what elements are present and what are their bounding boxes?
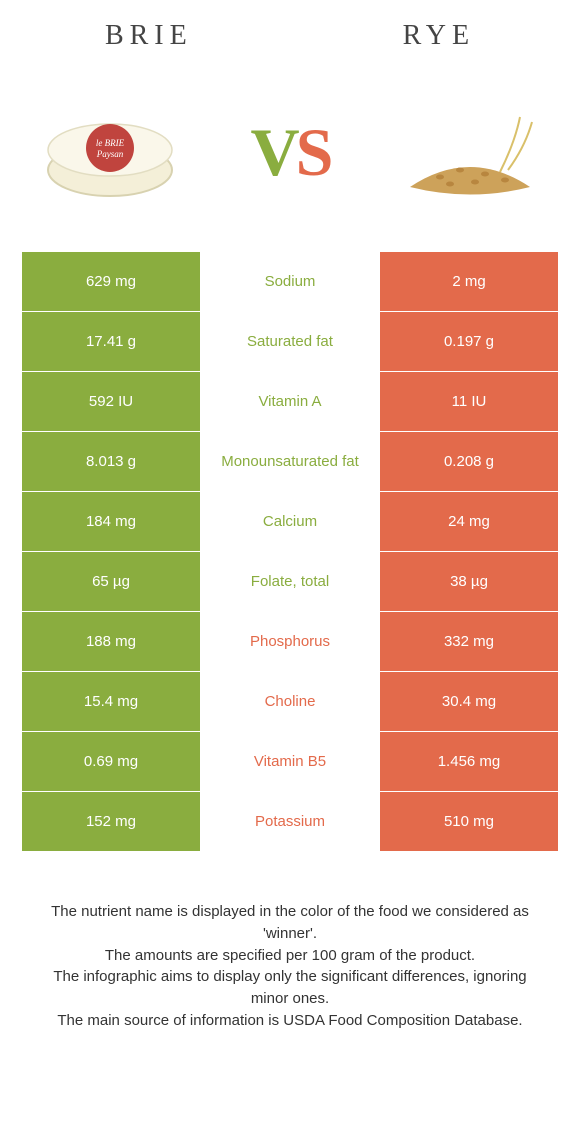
footer-line: The main source of information is USDA F… <box>40 1010 540 1032</box>
nutrient-name: Calcium <box>200 492 380 551</box>
vs-s: S <box>296 114 330 190</box>
value-right: 2 mg <box>380 252 558 311</box>
table-row: 184 mgCalcium24 mg <box>22 492 558 551</box>
table-row: 17.41 gSaturated fat0.197 g <box>22 312 558 371</box>
footer-line: The infographic aims to display only the… <box>40 966 540 1010</box>
value-left: 0.69 mg <box>22 732 200 791</box>
value-right: 1.456 mg <box>380 732 558 791</box>
nutrient-table: 629 mgSodium2 mg17.41 gSaturated fat0.19… <box>22 252 558 851</box>
table-row: 188 mgPhosphorus332 mg <box>22 612 558 671</box>
table-row: 629 mgSodium2 mg <box>22 252 558 311</box>
value-right: 11 IU <box>380 372 558 431</box>
nutrient-name: Phosphorus <box>200 612 380 671</box>
svg-text:le BRIE: le BRIE <box>96 138 125 148</box>
value-right: 38 µg <box>380 552 558 611</box>
value-left: 152 mg <box>22 792 200 851</box>
value-right: 0.208 g <box>380 432 558 491</box>
value-left: 592 IU <box>22 372 200 431</box>
footer-line: The amounts are specified per 100 gram o… <box>40 945 540 967</box>
value-left: 15.4 mg <box>22 672 200 731</box>
vs-label: VS <box>251 113 330 192</box>
table-row: 0.69 mgVitamin B51.456 mg <box>22 732 558 791</box>
value-right: 30.4 mg <box>380 672 558 731</box>
value-left: 629 mg <box>22 252 200 311</box>
rye-image <box>390 92 550 212</box>
nutrient-name: Saturated fat <box>200 312 380 371</box>
nutrient-name: Monounsaturated fat <box>200 432 380 491</box>
table-row: 65 µgFolate, total38 µg <box>22 552 558 611</box>
title-left: BRIE <box>105 20 193 52</box>
value-left: 17.41 g <box>22 312 200 371</box>
value-left: 8.013 g <box>22 432 200 491</box>
brie-image: le BRIE Paysan <box>30 92 190 212</box>
value-right: 510 mg <box>380 792 558 851</box>
vs-v: V <box>251 114 296 190</box>
value-right: 24 mg <box>380 492 558 551</box>
value-left: 188 mg <box>22 612 200 671</box>
nutrient-name: Choline <box>200 672 380 731</box>
table-row: 592 IUVitamin A11 IU <box>22 372 558 431</box>
header: BRIE RYE <box>0 0 580 82</box>
footer-line: The nutrient name is displayed in the co… <box>40 901 540 945</box>
value-left: 65 µg <box>22 552 200 611</box>
value-right: 0.197 g <box>380 312 558 371</box>
table-row: 8.013 gMonounsaturated fat0.208 g <box>22 432 558 491</box>
title-right: RYE <box>403 20 475 52</box>
nutrient-name: Folate, total <box>200 552 380 611</box>
nutrient-name: Sodium <box>200 252 380 311</box>
table-row: 15.4 mgCholine30.4 mg <box>22 672 558 731</box>
vs-row: le BRIE Paysan VS <box>0 82 580 252</box>
value-right: 332 mg <box>380 612 558 671</box>
nutrient-name: Vitamin B5 <box>200 732 380 791</box>
footer-notes: The nutrient name is displayed in the co… <box>0 901 580 1032</box>
nutrient-name: Potassium <box>200 792 380 851</box>
nutrient-name: Vitamin A <box>200 372 380 431</box>
value-left: 184 mg <box>22 492 200 551</box>
svg-text:Paysan: Paysan <box>96 149 124 159</box>
table-row: 152 mgPotassium510 mg <box>22 792 558 851</box>
